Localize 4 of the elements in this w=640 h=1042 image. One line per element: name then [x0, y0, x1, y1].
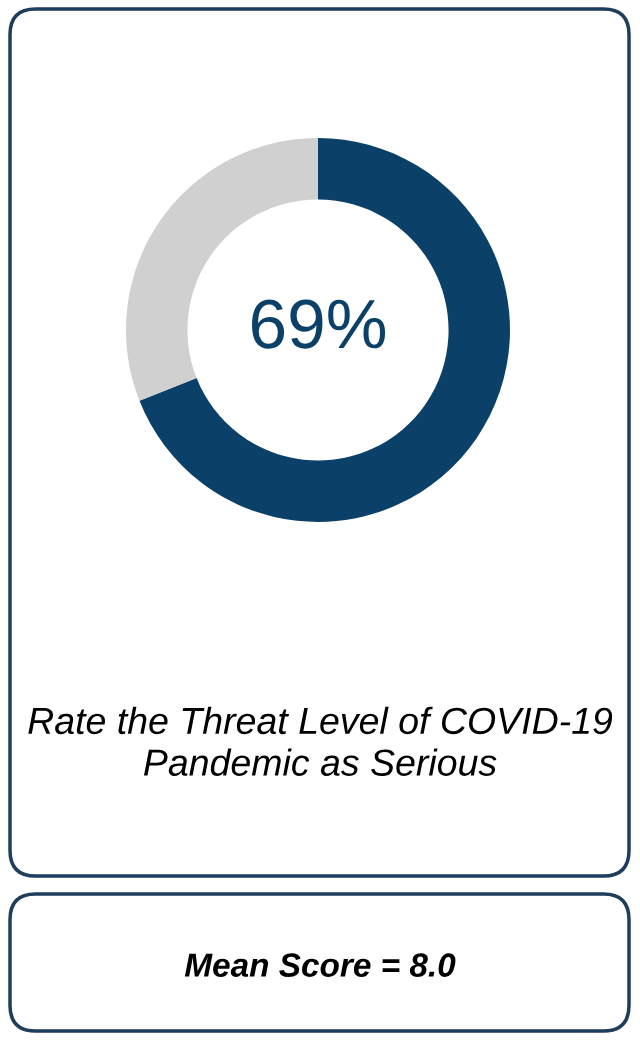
data-label: 69% — [252, 299, 386, 349]
donut-slice — [139, 138, 510, 522]
text: Rate the Threat Level of COVID-19 Pandemic as Serious — [28, 706, 613, 776]
text: Mean Score = 8.0 — [184, 953, 456, 977]
